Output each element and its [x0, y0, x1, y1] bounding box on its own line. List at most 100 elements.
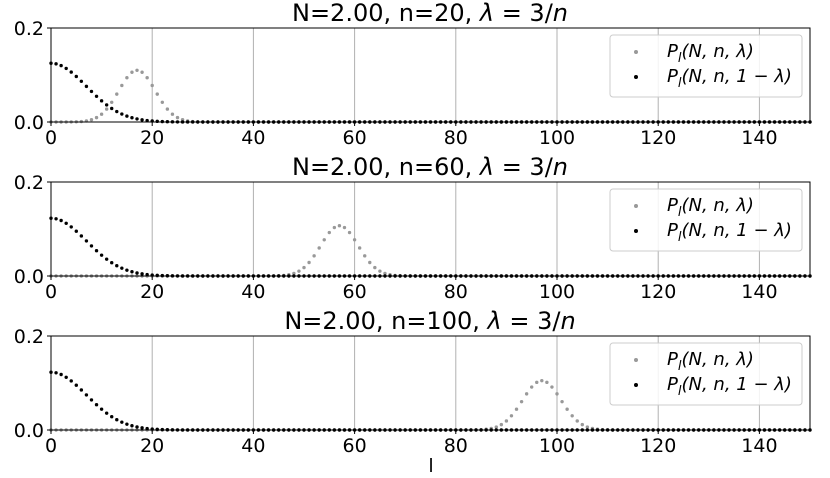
x-tick-label: 80	[444, 281, 468, 303]
point-series-1	[317, 246, 321, 250]
point-series-2	[64, 375, 68, 379]
x-tick-label: 40	[241, 435, 265, 457]
point-series-1	[130, 70, 134, 74]
point-series-1	[378, 269, 382, 273]
x-tick-label: 120	[640, 127, 676, 149]
point-series-2	[84, 84, 89, 89]
point-series-2	[94, 94, 99, 98]
point-series-1	[155, 92, 159, 96]
point-series-2	[59, 372, 63, 377]
point-series-1	[302, 265, 306, 270]
point-series-2	[89, 398, 94, 402]
x-tick-label: 0	[45, 435, 57, 457]
point-series-2	[110, 414, 114, 419]
point-series-1	[585, 425, 590, 429]
legend-label-1: Pl(N, n, λ)	[667, 41, 754, 66]
point-series-1	[580, 422, 584, 427]
point-series-1	[94, 115, 99, 120]
point-series-2	[115, 417, 119, 422]
point-series-2	[125, 114, 129, 118]
legend-label-1: Pl(N, n, λ)	[667, 349, 754, 374]
point-series-2	[130, 270, 134, 274]
point-series-2	[79, 234, 84, 238]
y-tick-label: 0.0	[14, 112, 44, 134]
point-series-2	[104, 103, 109, 107]
x-tick-label: 100	[539, 435, 575, 457]
point-series-2	[99, 99, 104, 103]
point-series-1	[170, 112, 175, 116]
point-series-2	[54, 371, 58, 375]
x-tick-label: 120	[640, 281, 676, 303]
point-series-1	[524, 392, 529, 396]
point-series-1	[535, 380, 539, 385]
point-series-1	[140, 70, 144, 74]
panel-2: N=2.00, n=60, λ = 3/n 0 20 40 60 80 100 120 140…	[14, 153, 812, 303]
point-series-2	[135, 271, 139, 275]
x-tick-label: 0	[45, 281, 57, 303]
x-tick-label: 60	[343, 127, 367, 149]
legend-box	[609, 342, 803, 406]
point-series-2	[84, 239, 89, 243]
point-series-1	[145, 75, 149, 80]
point-series-2	[110, 106, 114, 111]
point-series-2	[135, 117, 139, 121]
legend-label-2: Pl(N, n, 1 − λ)	[667, 66, 792, 91]
x-tick-label: 60	[343, 281, 367, 303]
point-series-1	[150, 83, 154, 88]
point-series-2	[94, 249, 99, 253]
point-series-1	[540, 378, 544, 383]
point-series-2	[145, 272, 149, 277]
point-series-2	[54, 217, 58, 221]
point-series-2	[155, 427, 159, 432]
point-series-1	[504, 419, 509, 423]
y-tick-label: 0.2	[14, 172, 44, 194]
point-series-1	[565, 407, 569, 411]
point-series-1	[575, 419, 579, 423]
point-series-2	[125, 268, 129, 272]
point-series-1	[337, 224, 342, 228]
point-series-2	[89, 244, 94, 248]
x-tick-label: 20	[140, 281, 164, 303]
x-tick-label: 0	[45, 127, 57, 149]
point-series-2	[84, 393, 89, 397]
point-series-2	[115, 263, 119, 268]
point-series-2	[155, 119, 159, 124]
plot-frame	[50, 335, 811, 431]
point-series-2	[120, 266, 124, 270]
panel-1-title: N=2.00, n=20, λ = 3/n	[292, 0, 568, 27]
point-series-2	[140, 118, 144, 122]
x-axis-label: l	[428, 455, 433, 477]
point-series-2	[99, 253, 104, 257]
point-series-1	[352, 238, 357, 242]
point-series-1	[383, 271, 387, 276]
x-tick-label: 80	[444, 127, 468, 149]
point-series-1	[115, 92, 119, 96]
point-series-1	[555, 392, 559, 396]
x-tick-label: 80	[444, 435, 468, 457]
x-tick-label: 140	[741, 281, 777, 303]
point-series-1	[560, 399, 564, 404]
point-series-2	[130, 115, 134, 120]
point-series-1	[342, 225, 347, 230]
panel-3: N=2.00, n=100, λ = 3/n 0 20 40 60 80 100 120 14…	[14, 307, 812, 457]
point-series-1	[509, 414, 514, 418]
y-tick-label: 0.0	[14, 420, 44, 442]
point-series-1	[514, 407, 519, 411]
point-series-2	[79, 79, 84, 84]
point-series-1	[550, 385, 554, 389]
panel-3-title: N=2.00, n=100, λ = 3/n	[284, 307, 575, 335]
point-series-2	[104, 411, 109, 415]
point-series-1	[570, 414, 574, 418]
point-series-1	[357, 246, 362, 250]
x-tick-label: 140	[741, 127, 777, 149]
point-series-1	[135, 68, 139, 73]
point-series-2	[59, 63, 63, 68]
point-series-2	[59, 218, 63, 223]
point-series-1	[99, 112, 104, 116]
point-series-2	[155, 273, 159, 278]
x-tick-label: 120	[640, 435, 676, 457]
x-tick-label: 100	[539, 281, 575, 303]
point-series-2	[145, 118, 149, 123]
point-series-2	[145, 426, 149, 431]
point-series-2	[99, 407, 104, 411]
